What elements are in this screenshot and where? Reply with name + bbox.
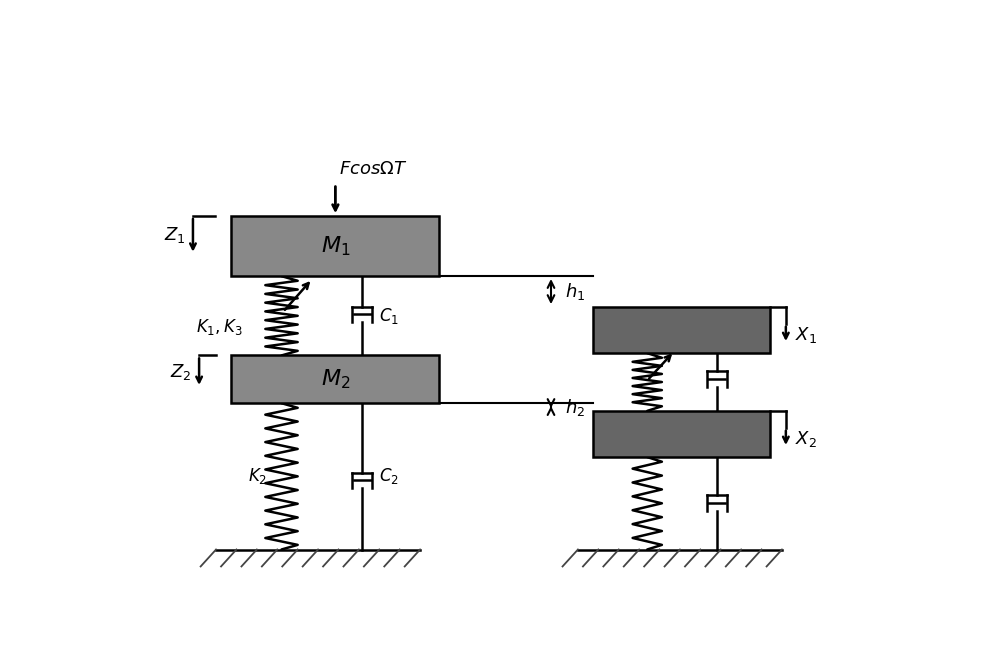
Text: $M_2$: $M_2$ <box>321 368 350 391</box>
Bar <box>593 307 770 353</box>
Bar <box>707 371 727 386</box>
Bar <box>593 411 770 457</box>
Text: $h_1$: $h_1$ <box>565 281 585 302</box>
Text: $K_2$: $K_2$ <box>248 466 268 486</box>
Text: $C_2$: $C_2$ <box>379 466 399 486</box>
Bar <box>231 356 439 403</box>
Bar <box>352 473 372 488</box>
Text: $M_1$: $M_1$ <box>321 234 350 258</box>
Text: $K_1,K_3$: $K_1,K_3$ <box>196 317 243 337</box>
Text: $Z_2$: $Z_2$ <box>170 362 191 382</box>
Text: $C_1$: $C_1$ <box>379 306 399 326</box>
Bar <box>352 307 372 322</box>
Text: $Fcos\Omega T$: $Fcos\Omega T$ <box>339 160 408 178</box>
Bar <box>231 216 439 276</box>
Bar <box>707 495 727 511</box>
Text: $Z_1$: $Z_1$ <box>164 225 185 245</box>
Text: $X_1$: $X_1$ <box>795 325 817 344</box>
Text: $h_2$: $h_2$ <box>565 396 585 418</box>
Text: $X_2$: $X_2$ <box>795 429 817 449</box>
